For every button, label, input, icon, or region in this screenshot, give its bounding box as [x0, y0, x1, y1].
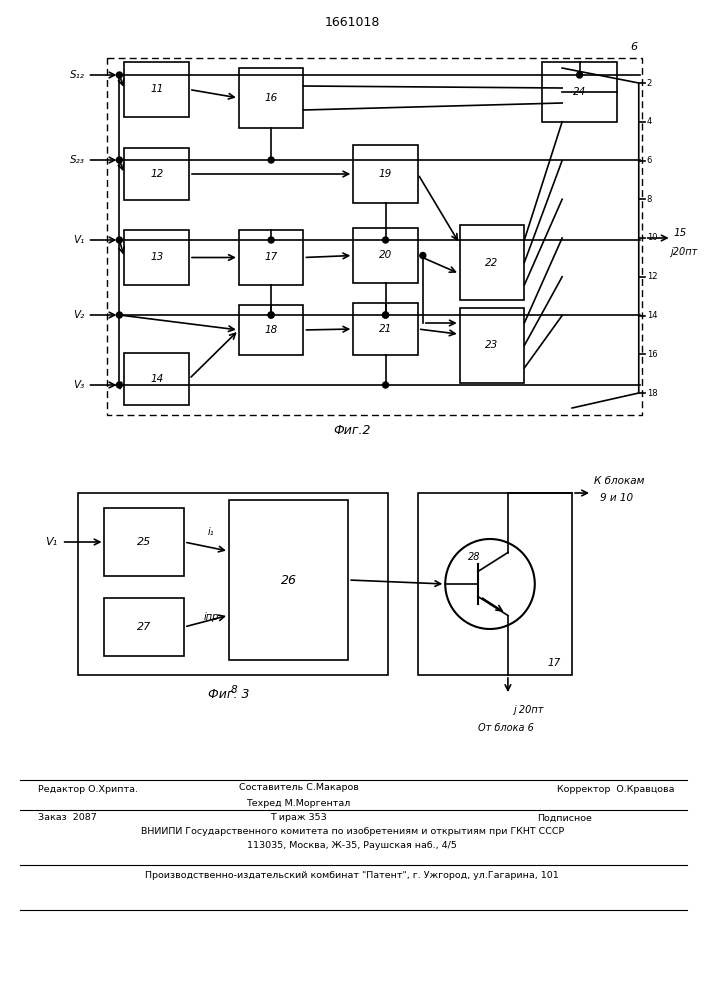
Text: 4: 4 — [647, 117, 652, 126]
Text: 15: 15 — [674, 228, 686, 238]
Bar — [124, 353, 189, 405]
Circle shape — [382, 312, 389, 318]
Circle shape — [577, 72, 583, 78]
Text: 6: 6 — [647, 156, 652, 165]
Text: 2: 2 — [647, 79, 652, 88]
Bar — [239, 68, 303, 128]
Circle shape — [117, 157, 122, 163]
Text: 17: 17 — [264, 252, 278, 262]
Text: iпр: iпр — [204, 612, 219, 622]
Text: S₂₃: S₂₃ — [70, 155, 85, 165]
Bar — [239, 305, 303, 355]
Circle shape — [117, 312, 122, 318]
Text: 12: 12 — [647, 272, 658, 281]
Text: 8: 8 — [230, 685, 237, 695]
Text: 19: 19 — [379, 169, 392, 179]
Text: 26: 26 — [281, 574, 296, 586]
Text: Фиг.2: Фиг.2 — [334, 424, 371, 436]
Text: 16: 16 — [647, 350, 658, 359]
Circle shape — [382, 382, 389, 388]
Circle shape — [382, 237, 389, 243]
Text: 17: 17 — [547, 658, 561, 668]
Circle shape — [445, 539, 534, 629]
Circle shape — [420, 252, 426, 258]
Text: 18: 18 — [647, 388, 658, 397]
Text: Заказ  2087: Заказ 2087 — [37, 814, 97, 822]
Text: 22: 22 — [486, 257, 498, 267]
Bar — [354, 228, 418, 283]
Bar — [124, 148, 189, 200]
Text: V₁: V₁ — [45, 537, 58, 547]
Text: 10: 10 — [647, 233, 658, 242]
Text: 14: 14 — [150, 374, 163, 384]
Text: Подписное: Подписное — [537, 814, 592, 822]
Bar — [460, 225, 525, 300]
Text: 28: 28 — [468, 552, 481, 562]
Bar — [124, 230, 189, 285]
Circle shape — [268, 157, 274, 163]
Text: 6: 6 — [630, 42, 637, 52]
Circle shape — [117, 237, 122, 243]
Bar — [78, 493, 388, 675]
Circle shape — [117, 72, 122, 78]
Text: Фиг. 3: Фиг. 3 — [208, 688, 250, 702]
Text: S₁₂: S₁₂ — [70, 70, 85, 80]
Circle shape — [117, 382, 122, 388]
Text: 18: 18 — [264, 325, 278, 335]
Text: V₃: V₃ — [74, 380, 85, 390]
Bar — [460, 308, 525, 383]
Text: 12: 12 — [150, 169, 163, 179]
Circle shape — [268, 312, 274, 318]
Text: 13: 13 — [150, 252, 163, 262]
Text: 21: 21 — [379, 324, 392, 334]
Text: V₂: V₂ — [74, 310, 85, 320]
Bar — [354, 303, 418, 355]
Bar — [239, 230, 303, 285]
Bar — [542, 62, 617, 122]
Text: 25: 25 — [137, 537, 151, 547]
Text: 20: 20 — [379, 250, 392, 260]
Text: Производственно-издательский комбинат "Патент", г. Ужгород, ул.Гагарина, 101: Производственно-издательский комбинат "П… — [146, 871, 559, 880]
Text: От блока 6: От блока 6 — [478, 723, 534, 733]
Text: Т ираж 353: Т ираж 353 — [270, 814, 327, 822]
Circle shape — [268, 312, 274, 318]
Circle shape — [382, 312, 389, 318]
Text: 113035, Москва, Ж-35, Раушская наб., 4/5: 113035, Москва, Ж-35, Раушская наб., 4/5 — [247, 842, 457, 850]
Bar — [105, 508, 184, 576]
Text: 23: 23 — [486, 340, 498, 351]
Text: 8: 8 — [647, 195, 652, 204]
Bar — [229, 500, 349, 660]
Text: Составитель С.Макаров: Составитель С.Макаров — [238, 782, 358, 792]
Bar — [418, 493, 572, 675]
Bar — [354, 145, 418, 203]
Text: Корректор  О.Кравцова: Корректор О.Кравцова — [557, 786, 674, 794]
Bar — [105, 598, 184, 656]
Bar — [124, 62, 189, 117]
Text: Редактор О.Хрипта.: Редактор О.Хрипта. — [37, 786, 138, 794]
Text: ВНИИПИ Государственного комитета по изобретениям и открытиям при ГКНТ СССР: ВНИИПИ Государственного комитета по изоб… — [141, 828, 564, 836]
Text: 24: 24 — [573, 87, 586, 97]
Text: К блокам: К блокам — [594, 476, 645, 486]
Text: 14: 14 — [647, 311, 658, 320]
Bar — [107, 58, 642, 415]
Text: i₁: i₁ — [208, 527, 215, 537]
Text: j20пт: j20пт — [670, 247, 697, 257]
Text: 1661018: 1661018 — [325, 15, 380, 28]
Text: 11: 11 — [150, 85, 163, 95]
Text: Техред М.Моргентал: Техред М.Моргентал — [246, 798, 351, 808]
Text: 9 и 10: 9 и 10 — [600, 493, 633, 503]
Text: j 20пт: j 20пт — [513, 705, 543, 715]
Text: 27: 27 — [137, 622, 151, 632]
Text: V₁: V₁ — [74, 235, 85, 245]
Text: 16: 16 — [264, 93, 278, 103]
Circle shape — [268, 237, 274, 243]
